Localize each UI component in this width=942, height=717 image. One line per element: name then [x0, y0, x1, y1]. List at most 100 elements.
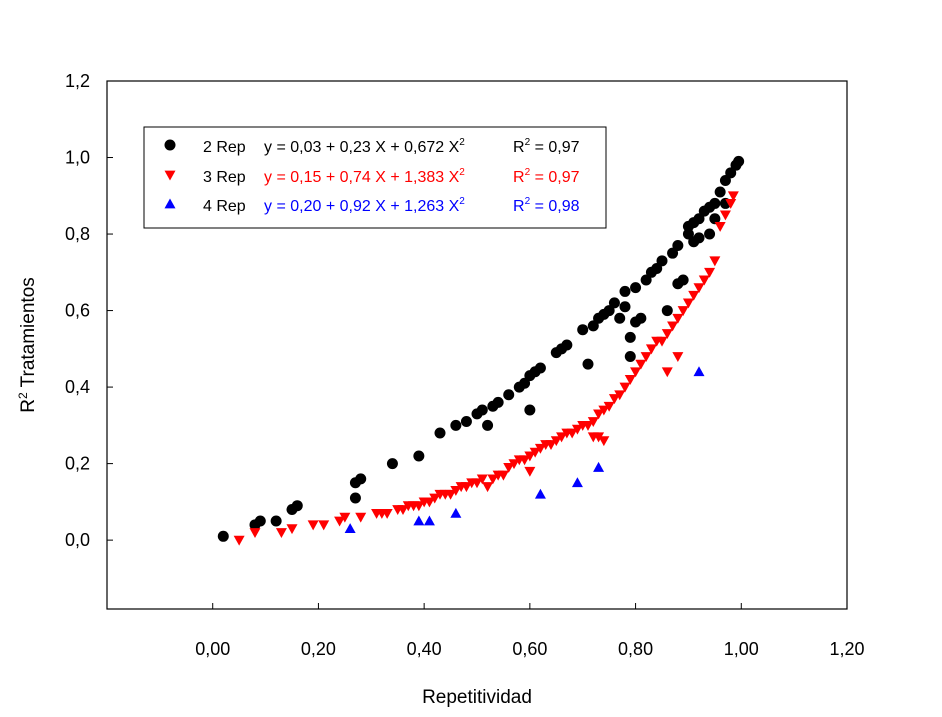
- data-point: [476, 474, 488, 485]
- legend-series-name: 3 Rep: [203, 169, 246, 186]
- legend: 2 Rep y = 0,03 + 0,23 X + 0,672 X2 R2 = 0,…: [143, 126, 607, 229]
- legend-series-name: 2 Rep: [203, 139, 246, 156]
- data-point: [286, 524, 298, 535]
- data-point: [608, 297, 620, 309]
- data-point: [334, 516, 346, 527]
- data-point: [413, 501, 425, 512]
- data-point: [275, 528, 287, 538]
- data-point: [482, 482, 494, 493]
- legend-marker: [164, 198, 176, 209]
- plot-area-frame: [106, 80, 848, 610]
- x-tick-label: 0,40: [407, 639, 442, 659]
- data-point: [386, 458, 398, 470]
- data-point: [672, 352, 684, 362]
- legend-marker: [164, 139, 176, 151]
- data-point: [682, 298, 694, 309]
- data-point: [693, 213, 705, 225]
- legend-entry: 3 Rep y = 0,15 + 0,74 X + 1,383 X2 R2 = 0,…: [164, 167, 580, 186]
- legend-equation: y = 0,03 + 0,23 X + 0,672 X2: [264, 137, 465, 156]
- data-point: [519, 455, 531, 466]
- data-point: [445, 489, 457, 500]
- data-point: [254, 515, 266, 527]
- data-point: [635, 359, 647, 370]
- x-tick-label: 1,20: [829, 639, 864, 659]
- data-point: [434, 427, 446, 439]
- data-point: [556, 432, 568, 443]
- series-3-rep: [233, 191, 739, 546]
- data-point: [519, 377, 531, 389]
- data-point: [614, 312, 626, 324]
- data-point: [656, 336, 668, 347]
- data-point: [698, 275, 710, 286]
- data-point: [677, 274, 689, 286]
- data-point: [587, 417, 599, 428]
- data-point: [423, 497, 435, 508]
- data-point: [725, 199, 737, 209]
- data-point: [661, 367, 673, 378]
- data-point: [566, 428, 578, 439]
- data-point: [460, 482, 472, 493]
- data-point: [529, 447, 541, 458]
- data-point: [487, 474, 499, 485]
- data-point: [270, 515, 282, 527]
- data-point: [619, 301, 631, 313]
- data-point: [614, 390, 626, 401]
- data-point: [624, 350, 636, 362]
- data-point: [450, 507, 462, 518]
- data-point: [645, 344, 657, 355]
- data-point: [635, 312, 647, 324]
- legend-r-squared: R2 = 0,98: [513, 196, 580, 215]
- data-point: [672, 313, 684, 324]
- data-point: [503, 463, 515, 473]
- data-point: [344, 523, 356, 534]
- data-point: [719, 174, 731, 186]
- data-point: [693, 283, 705, 294]
- data-point: [339, 512, 351, 523]
- data-point: [397, 505, 409, 516]
- y-tick-label: 0,0: [65, 530, 90, 550]
- data-point: [349, 492, 361, 504]
- data-point: [693, 366, 705, 377]
- y-axis-label: R2 Tratamientos: [16, 277, 39, 413]
- x-tick-label: 0,00: [195, 639, 230, 659]
- y-tick-label: 0,8: [65, 224, 90, 244]
- y-tick-label: 0,6: [65, 301, 90, 321]
- legend-r-squared: R2 = 0,97: [513, 137, 580, 156]
- data-point: [508, 459, 520, 470]
- data-point: [667, 247, 679, 259]
- data-point: [608, 394, 620, 405]
- data-point: [593, 432, 605, 443]
- data-point: [413, 515, 425, 526]
- series-4-rep: [344, 366, 705, 534]
- data-point: [318, 520, 330, 531]
- data-point: [672, 240, 684, 252]
- data-point: [619, 382, 631, 393]
- series-2-rep: [217, 155, 745, 542]
- data-point: [355, 512, 367, 523]
- axis-ticks: [107, 80, 848, 609]
- data-point: [656, 255, 668, 267]
- data-point: [450, 419, 462, 431]
- data-point: [524, 466, 536, 477]
- data-point: [429, 493, 441, 504]
- data-point: [450, 485, 462, 496]
- data-point: [582, 420, 594, 431]
- data-point: [640, 352, 652, 362]
- data-point: [725, 167, 737, 179]
- legend-r-squared: R2 = 0,97: [513, 167, 580, 186]
- y-tick-label: 1,0: [65, 148, 90, 168]
- x-tick-label: 0,60: [512, 639, 547, 659]
- data-point: [630, 282, 642, 294]
- data-point: [593, 461, 605, 472]
- data-point: [733, 155, 745, 167]
- data-point: [534, 488, 546, 499]
- y-tick-label: 0,4: [65, 377, 90, 397]
- legend-entry: 2 Rep y = 0,03 + 0,23 X + 0,672 X2 R2 = 0,…: [164, 137, 580, 156]
- data-point: [413, 450, 425, 462]
- data-point: [688, 290, 700, 301]
- data-point: [291, 500, 303, 512]
- data-point: [619, 285, 631, 297]
- data-point: [651, 262, 663, 274]
- data-point: [355, 473, 367, 485]
